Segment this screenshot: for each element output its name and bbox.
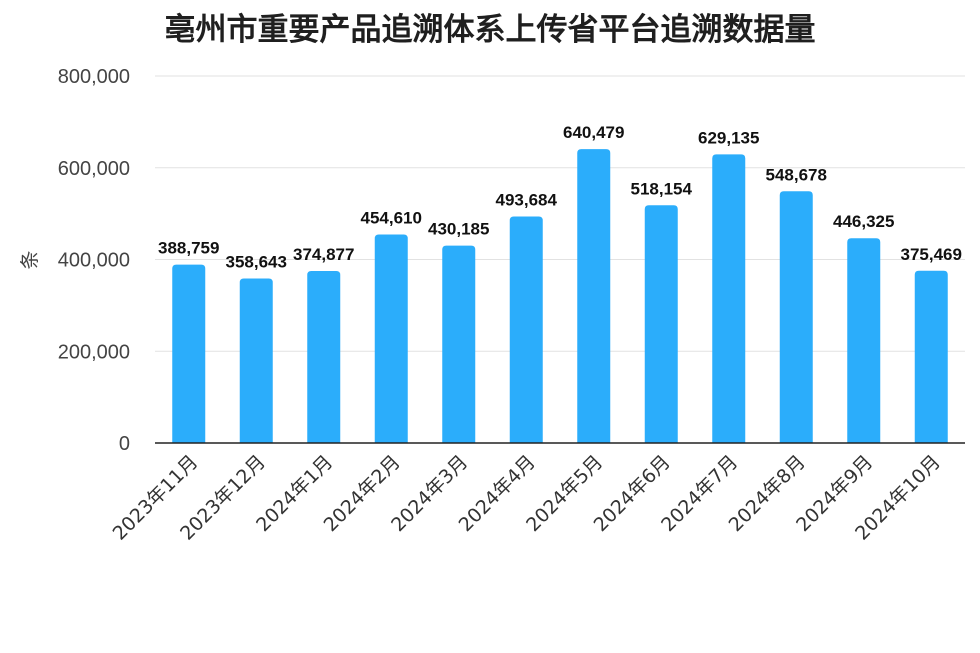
data-label: 454,610 [361,208,422,227]
bar [779,191,813,443]
data-label: 548,678 [766,165,827,184]
data-label: 446,325 [833,212,894,231]
data-label: 640,479 [563,123,624,142]
y-tick-label: 600,000 [58,158,130,180]
chart-title: 亳州市重要产品追溯体系上传省平台追溯数据量 [165,12,816,48]
data-label: 388,759 [158,239,219,258]
y-tick-label: 200,000 [58,341,130,363]
bar [442,245,476,443]
bar [712,154,746,443]
y-tick-label: 400,000 [58,250,130,272]
bar [509,216,543,443]
y-axis-label: 条 [19,250,41,269]
y-tick-label: 0 [119,433,130,455]
x-axis-ticks: 2023年11月2023年12月2024年1月2024年2月2024年3月202… [109,451,945,545]
bar [644,205,678,443]
data-label: 375,469 [901,245,962,264]
data-label: 518,154 [631,179,693,198]
y-axis-ticks: 0 200,000 400,000 600,000 800,000 [58,66,130,455]
bar [307,271,341,443]
data-label: 374,877 [293,245,354,264]
y-tick-label: 800,000 [58,66,130,88]
data-label: 358,643 [226,252,287,271]
bar [577,149,611,444]
bar [374,234,408,443]
bar [239,278,273,443]
data-label: 493,684 [496,191,558,210]
bar [914,270,948,443]
data-labels: 388,759 358,643 374,877 454,610 430,185 493,6… [158,123,962,271]
data-label: 430,185 [428,220,489,239]
bar [847,238,881,443]
gridlines [155,75,965,352]
bar [172,264,206,443]
data-label: 629,135 [698,128,759,147]
bars [172,149,948,444]
